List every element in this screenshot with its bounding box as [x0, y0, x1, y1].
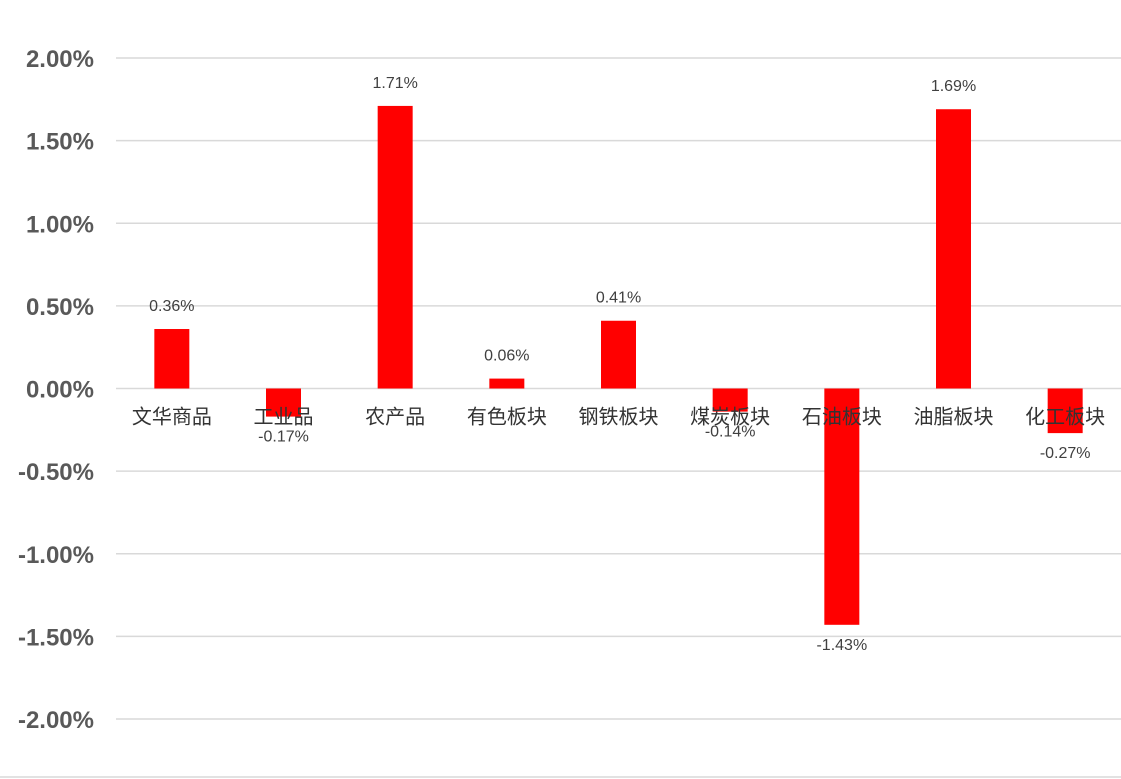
bar — [824, 388, 860, 625]
bar — [601, 320, 636, 389]
y-tick-label: -1.00% — [18, 542, 94, 569]
bar — [154, 329, 190, 389]
y-tick-label: -2.00% — [18, 707, 94, 734]
bars — [154, 105, 1083, 625]
x-category-label: 农产品 — [365, 405, 425, 429]
y-tick-label: 1.50% — [26, 129, 94, 156]
bar — [1047, 388, 1083, 434]
y-axis-tick-labels: 2.00% 1.50% 1.00% 0.50% 0.00% -0.50% -1.00% -1.… — [18, 46, 94, 734]
x-category-label: 工业品 — [254, 405, 314, 429]
data-label: -0.17% — [258, 429, 309, 446]
y-tick-label: 0.50% — [26, 294, 94, 321]
x-category-label: 钢铁板块 — [579, 405, 659, 429]
y-tick-label: 2.00% — [26, 46, 94, 73]
data-label: 0.41% — [596, 290, 641, 307]
bar — [712, 388, 748, 412]
x-category-label: 石油板块 — [802, 405, 882, 429]
x-axis-category-labels: 文华商品 工业品 农产品 有色板块 钢铁板块 煤炭板块 石油板块 油脂板块 化工板块 — [132, 405, 1105, 429]
x-category-label: 化工板块 — [1025, 405, 1105, 429]
x-category-label: 油脂板块 — [914, 405, 994, 429]
data-label: 1.71% — [372, 75, 417, 92]
y-tick-label: -0.50% — [18, 459, 94, 486]
data-label: -1.43% — [816, 637, 867, 654]
data-label: 1.69% — [931, 78, 976, 95]
x-category-label: 文华商品 — [132, 405, 212, 429]
data-label: 0.36% — [149, 298, 194, 315]
data-label: 0.06% — [484, 348, 529, 365]
y-tick-label: -1.50% — [18, 624, 94, 651]
y-tick-label: 0.00% — [26, 377, 94, 404]
bar — [489, 378, 525, 389]
x-category-label: 煤炭板块 — [690, 405, 770, 429]
data-labels: 0.36% -0.17% 1.71% 0.06% 0.41% -0.14% -1.43% 1.… — [149, 75, 1090, 654]
bar — [936, 109, 971, 389]
bar — [266, 388, 301, 417]
bar — [377, 105, 413, 389]
data-label: -0.14% — [705, 424, 756, 441]
y-tick-label: 1.00% — [26, 211, 94, 238]
x-category-label: 有色板块 — [467, 405, 547, 429]
data-label: -0.27% — [1040, 445, 1091, 462]
